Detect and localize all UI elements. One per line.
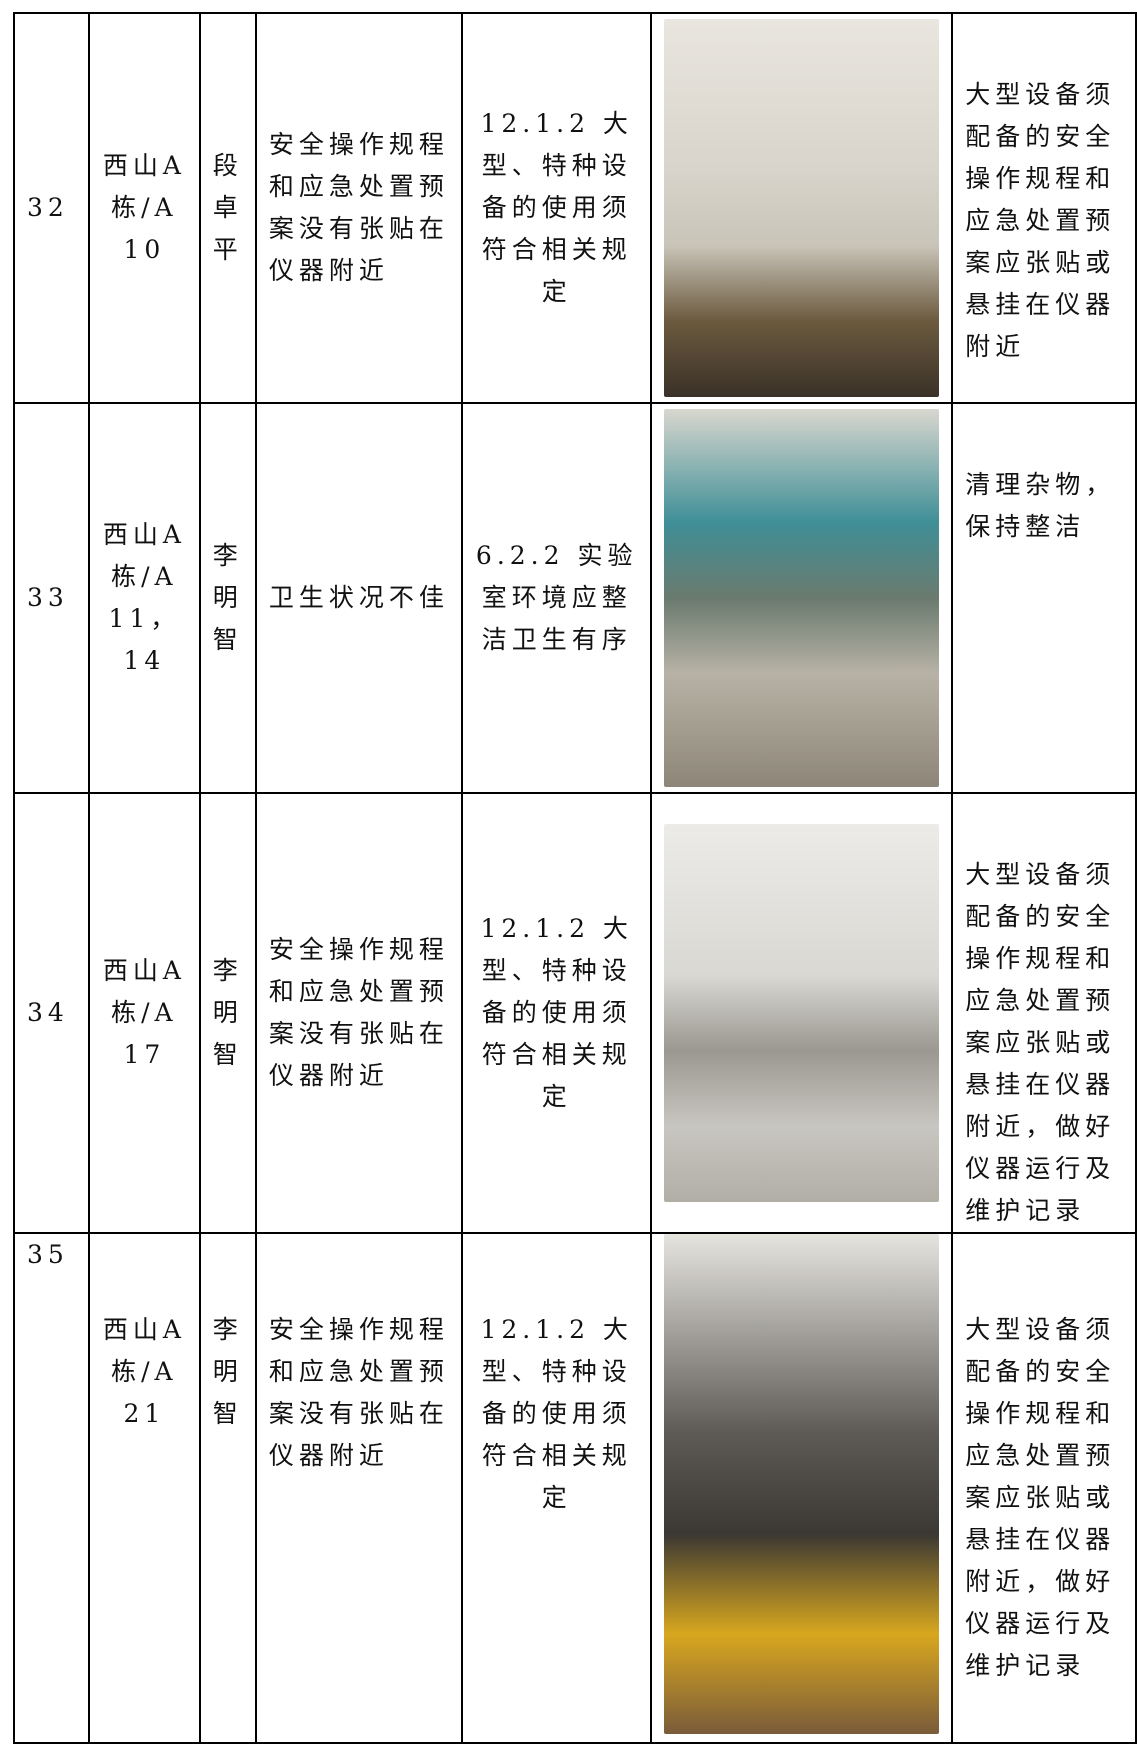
photo — [664, 824, 940, 1202]
photo — [664, 19, 940, 397]
photo-cell — [650, 12, 954, 404]
issue: 卫生状况不佳 — [254, 402, 464, 794]
location: 西山A栋/A21 — [87, 1232, 201, 1744]
issue: 安全操作规程和应急处置预案没有张贴在仪器附近 — [254, 1232, 464, 1744]
photo — [664, 1234, 940, 1734]
photo-cell — [650, 402, 954, 794]
person: 李明智 — [198, 792, 257, 1234]
suggestion: 清理杂物，保持整洁 — [951, 402, 1137, 794]
location: 西山A栋/A17 — [87, 792, 201, 1234]
suggestion: 大型设备须配备的安全操作规程和应急处置预案应张贴或悬挂在仪器附近，做好仪器运行及… — [951, 792, 1137, 1234]
basis: 12.1.2 大型、特种设备的使用须符合相关规定 — [461, 1232, 653, 1744]
table-row: 35 西山A栋/A21 李明智 安全操作规程和应急处置预案没有张贴在仪器附近 12.1.… — [13, 1232, 1137, 1744]
inspection-table: 32 西山A栋/A10 段卓平 安全操作规程和应急处置预案没有张贴在仪器附近 12.1.… — [13, 12, 1137, 1744]
location: 西山A栋/A11，14 — [87, 402, 201, 794]
table-row: 33 西山A栋/A11，14 李明智 卫生状况不佳 6.2.2 实验室环境应整洁卫生有序… — [13, 402, 1137, 794]
photo-cell — [650, 1232, 954, 1744]
person: 李明智 — [198, 1232, 257, 1744]
issue: 安全操作规程和应急处置预案没有张贴在仪器附近 — [254, 12, 464, 404]
row-number: 32 — [13, 12, 90, 404]
photo — [664, 409, 940, 787]
basis: 12.1.2 大型、特种设备的使用须符合相关规定 — [461, 12, 653, 404]
basis: 6.2.2 实验室环境应整洁卫生有序 — [461, 402, 653, 794]
location: 西山A栋/A10 — [87, 12, 201, 404]
person: 段卓平 — [198, 12, 257, 404]
table-body: 32 西山A栋/A10 段卓平 安全操作规程和应急处置预案没有张贴在仪器附近 12.1.… — [13, 12, 1137, 1744]
row-number: 33 — [13, 402, 90, 794]
row-number: 34 — [13, 792, 90, 1234]
suggestion: 大型设备须配备的安全操作规程和应急处置预案应张贴或悬挂在仪器附近 — [951, 12, 1137, 404]
suggestion: 大型设备须配备的安全操作规程和应急处置预案应张贴或悬挂在仪器附近，做好仪器运行及… — [951, 1232, 1137, 1744]
photo-cell — [650, 792, 954, 1234]
person: 李明智 — [198, 402, 257, 794]
table-row: 32 西山A栋/A10 段卓平 安全操作规程和应急处置预案没有张贴在仪器附近 12.1.… — [13, 12, 1137, 404]
table-row: 34 西山A栋/A17 李明智 安全操作规程和应急处置预案没有张贴在仪器附近 12.1.… — [13, 792, 1137, 1234]
page: 32 西山A栋/A10 段卓平 安全操作规程和应急处置预案没有张贴在仪器附近 12.1.… — [13, 12, 1137, 1744]
basis: 12.1.2 大型、特种设备的使用须符合相关规定 — [461, 792, 653, 1234]
row-number: 35 — [13, 1232, 90, 1744]
issue: 安全操作规程和应急处置预案没有张贴在仪器附近 — [254, 792, 464, 1234]
